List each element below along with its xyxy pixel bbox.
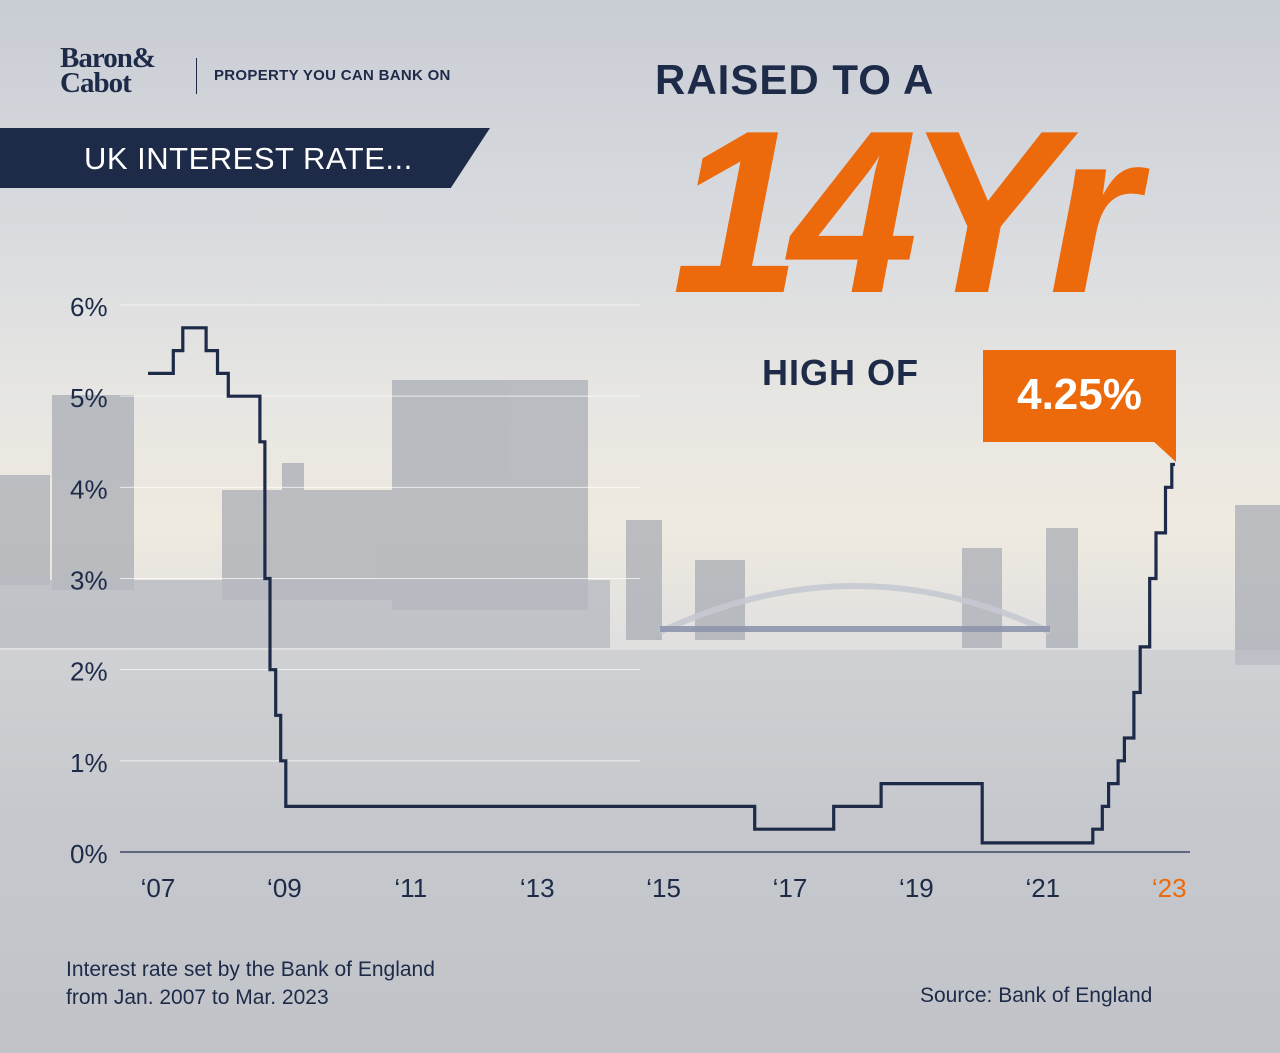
y-tick-label: 0% xyxy=(70,839,108,869)
building-lowrise xyxy=(0,580,610,648)
x-tick-label: ‘19 xyxy=(899,873,934,903)
brand-logo[interactable]: Baron& Cabot xyxy=(60,42,182,99)
chart-note: Interest rate set by the Bank of England… xyxy=(66,956,586,1012)
y-tick-label: 6% xyxy=(70,292,108,322)
footbridge xyxy=(658,583,1052,635)
x-tick-label: ‘07 xyxy=(141,873,176,903)
y-tick-label: 4% xyxy=(70,474,108,504)
skyline xyxy=(0,380,1280,665)
y-tick-label: 5% xyxy=(70,383,108,413)
y-tick-label: 1% xyxy=(70,748,108,778)
x-tick-label: ‘13 xyxy=(520,873,555,903)
chart-grid xyxy=(120,304,1190,853)
headline-banner-text: UK INTEREST RATE... xyxy=(84,141,413,176)
x-axis-ticks: ‘07 ‘09 ‘11 ‘13 ‘15 ‘17 ‘19 ‘21 ‘23 xyxy=(141,873,1187,903)
brand-tagline: PROPERTY YOU CAN BANK ON xyxy=(214,67,451,84)
x-tick-label: ‘11 xyxy=(394,873,427,903)
logo-divider xyxy=(196,58,197,94)
rate-callout-tail xyxy=(1152,440,1176,462)
x-tick-label: ‘15 xyxy=(646,873,681,903)
x-tick-label: ‘21 xyxy=(1025,873,1060,903)
x-tick-label: ‘17 xyxy=(773,873,808,903)
y-axis-ticks: 0% 1% 2% 3% 4% 5% 6% xyxy=(70,292,108,869)
rate-callout-value: 4.25% xyxy=(1017,370,1142,419)
brand-logo-line1: Baron& xyxy=(60,42,156,74)
headline-big-text: 14Yr xyxy=(672,83,1139,342)
footbridge-deck xyxy=(660,626,1050,632)
brand-logo-line2: Cabot xyxy=(60,67,132,99)
chart-note-line1: Interest rate set by the Bank of England xyxy=(66,958,435,981)
y-tick-label: 2% xyxy=(70,657,108,687)
x-tick-label: ‘09 xyxy=(267,873,302,903)
y-tick-label: 3% xyxy=(70,566,108,596)
headline-raised-text: RAISED TO A xyxy=(655,56,935,103)
headline-banner xyxy=(0,128,490,188)
chart-source: Source: Bank of England xyxy=(920,984,1153,1007)
x-tick-label: ‘23 xyxy=(1152,873,1187,903)
rate-callout-box xyxy=(983,350,1176,442)
headline-high-of-text: HIGH OF xyxy=(762,352,919,393)
chart-note-line2: from Jan. 2007 to Mar. 2023 xyxy=(66,986,329,1009)
interest-rate-line xyxy=(148,326,1175,845)
